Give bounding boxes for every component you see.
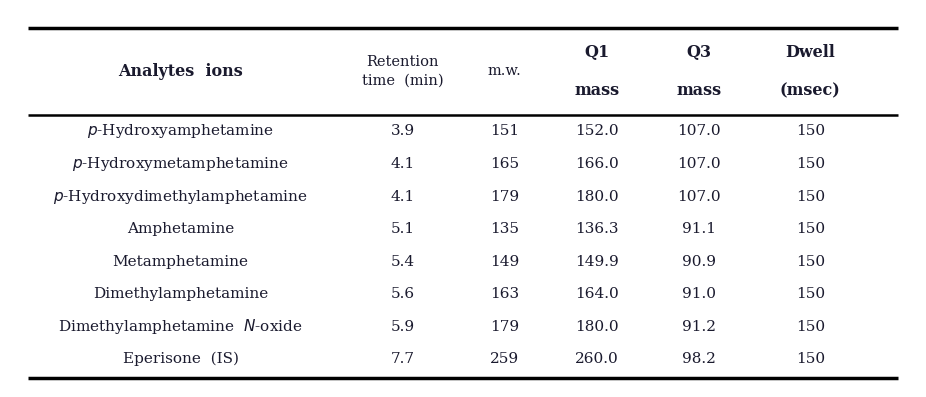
Text: 4.1: 4.1 bbox=[391, 189, 415, 204]
Text: 107.0: 107.0 bbox=[677, 157, 721, 171]
Text: 150: 150 bbox=[795, 320, 825, 334]
Text: (msec): (msec) bbox=[780, 82, 841, 99]
Text: 5.6: 5.6 bbox=[391, 287, 415, 301]
Text: 150: 150 bbox=[795, 287, 825, 301]
Text: 180.0: 180.0 bbox=[575, 320, 619, 334]
Text: 107.0: 107.0 bbox=[677, 124, 721, 139]
Text: $p$-Hydroxyamphetamine: $p$-Hydroxyamphetamine bbox=[87, 122, 274, 141]
Text: Metamphetamine: Metamphetamine bbox=[113, 254, 248, 269]
Text: 3.9: 3.9 bbox=[391, 124, 415, 139]
Text: 5.9: 5.9 bbox=[391, 320, 415, 334]
Text: 150: 150 bbox=[795, 254, 825, 269]
Text: 260.0: 260.0 bbox=[575, 352, 619, 366]
Text: 150: 150 bbox=[795, 157, 825, 171]
Text: 149.9: 149.9 bbox=[575, 254, 619, 269]
Text: 107.0: 107.0 bbox=[677, 189, 721, 204]
Text: $p$-Hydroxymetamphetamine: $p$-Hydroxymetamphetamine bbox=[72, 155, 289, 173]
Text: 166.0: 166.0 bbox=[575, 157, 619, 171]
Text: $p$-Hydroxydimethylamphetamine: $p$-Hydroxydimethylamphetamine bbox=[54, 187, 307, 206]
Text: 91.2: 91.2 bbox=[682, 320, 716, 334]
Text: 150: 150 bbox=[795, 352, 825, 366]
Text: mass: mass bbox=[677, 82, 721, 99]
Text: 5.4: 5.4 bbox=[391, 254, 415, 269]
Text: 179: 179 bbox=[490, 320, 519, 334]
Text: Dimethylamphetamine  $N$-oxide: Dimethylamphetamine $N$-oxide bbox=[58, 317, 303, 336]
Text: 5.1: 5.1 bbox=[391, 222, 415, 236]
Text: 136.3: 136.3 bbox=[576, 222, 619, 236]
Text: 165: 165 bbox=[490, 157, 519, 171]
Text: 151: 151 bbox=[490, 124, 519, 139]
Text: 150: 150 bbox=[795, 222, 825, 236]
Text: 135: 135 bbox=[490, 222, 519, 236]
Text: 150: 150 bbox=[795, 189, 825, 204]
Text: 149: 149 bbox=[490, 254, 519, 269]
Text: mass: mass bbox=[575, 82, 619, 99]
Text: 179: 179 bbox=[490, 189, 519, 204]
Text: 4.1: 4.1 bbox=[391, 157, 415, 171]
Text: Amphetamine: Amphetamine bbox=[127, 222, 234, 236]
Text: 164.0: 164.0 bbox=[575, 287, 619, 301]
Text: 7.7: 7.7 bbox=[391, 352, 415, 366]
Text: Retention
time  (min): Retention time (min) bbox=[362, 55, 444, 88]
Text: 163: 163 bbox=[490, 287, 519, 301]
Text: 98.2: 98.2 bbox=[682, 352, 716, 366]
Text: Dwell: Dwell bbox=[785, 44, 835, 61]
Text: 91.1: 91.1 bbox=[682, 222, 716, 236]
Text: 90.9: 90.9 bbox=[682, 254, 716, 269]
Text: Analytes  ions: Analytes ions bbox=[119, 63, 243, 80]
Text: 91.0: 91.0 bbox=[682, 287, 716, 301]
Text: Q1: Q1 bbox=[584, 44, 610, 61]
Text: Dimethylamphetamine: Dimethylamphetamine bbox=[93, 287, 269, 301]
Text: 259: 259 bbox=[490, 352, 519, 366]
Text: 180.0: 180.0 bbox=[575, 189, 619, 204]
Text: m.w.: m.w. bbox=[488, 64, 521, 79]
Text: Eperisone  (IS): Eperisone (IS) bbox=[122, 352, 239, 366]
Text: Q3: Q3 bbox=[687, 44, 711, 61]
Text: 150: 150 bbox=[795, 124, 825, 139]
Text: 152.0: 152.0 bbox=[575, 124, 619, 139]
